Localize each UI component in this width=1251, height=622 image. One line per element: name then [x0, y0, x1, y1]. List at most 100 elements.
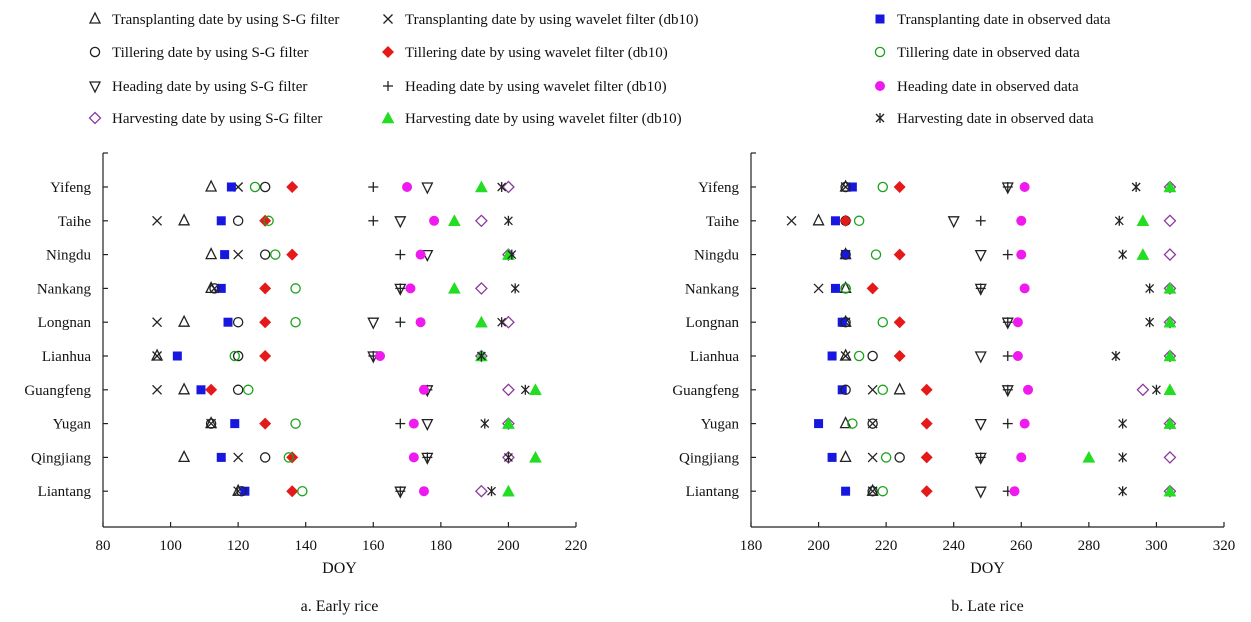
point-wv-heading-qingjiang — [422, 452, 433, 463]
y-tick-label-nankang: Nankang — [685, 281, 740, 297]
point-obs-tiller-taihe — [263, 215, 274, 227]
y-tick-label-liantang: Liantang — [38, 484, 92, 500]
y-tick-label-ningdu: Ningdu — [694, 248, 740, 264]
y-tick-label-yugan: Yugan — [701, 417, 740, 433]
point-wv-heading-nankang — [975, 283, 986, 294]
y-tick-label-yifeng: Yifeng — [698, 180, 739, 196]
legend-marker-obs-harvest — [875, 113, 885, 123]
point-obs-harvest-yugan — [480, 418, 490, 429]
point-wv-tiller-qingjiang — [920, 451, 933, 464]
point-obs-transplant-yugan — [230, 419, 240, 429]
legend-marker-obs-heading — [875, 81, 885, 91]
point-sg-harvest-qingjiang — [1163, 450, 1177, 464]
point-wv-heading-liantang — [395, 486, 406, 497]
legend-marker-wv-tiller — [382, 46, 394, 58]
series-wv-tiller — [839, 181, 933, 498]
point-sg-harvest-qingjiang — [502, 450, 515, 464]
point-wv-heading-yugan — [395, 418, 406, 429]
legend-marker-obs-tiller — [874, 46, 886, 58]
legend-item-sg-harvest: Harvesting date by using S-G filter — [88, 111, 322, 127]
point-wv-tiller-yugan — [920, 417, 933, 430]
point-sg-harvest-guangfeng — [502, 383, 515, 397]
point-wv-transplant-guangfeng — [867, 384, 878, 395]
point-wv-transplant-lianhua — [152, 351, 163, 361]
point-wv-harvest-yugan — [1163, 417, 1177, 429]
point-sg-transplant-guangfeng — [178, 382, 191, 395]
point-obs-tiller-nankang — [840, 283, 851, 294]
point-wv-tiller-longnan — [259, 316, 272, 329]
point-sg-heading-liantang — [974, 486, 987, 499]
legend-marker-sg-transplant — [88, 11, 102, 24]
point-wv-transplant-qingjiang — [233, 452, 244, 463]
point-obs-harvest-yugan — [1118, 418, 1128, 429]
point-obs-harvest-nankang — [510, 283, 520, 294]
point-obs-heading-yugan — [1019, 418, 1030, 429]
series-sg-tiller — [205, 181, 271, 497]
legend-label-wv-transplant: Transplanting date by using wavelet filt… — [405, 12, 699, 28]
x-tick-label-220: 220 — [875, 538, 898, 554]
y-tick-label-taihe: Taihe — [58, 214, 91, 230]
point-obs-tiller-longnan — [290, 316, 301, 328]
legend-item-wv-transplant: Transplanting date by using wavelet filt… — [383, 12, 699, 28]
point-obs-transplant-longnan — [223, 317, 233, 327]
point-sg-harvest-guangfeng — [1136, 383, 1150, 397]
point-wv-transplant-guangfeng — [152, 384, 163, 395]
point-obs-harvest-taihe — [1114, 215, 1124, 226]
series-obs-tiller — [840, 181, 892, 497]
point-wv-heading-longnan — [1002, 317, 1013, 328]
legend-label-wv-harvest: Harvesting date by using wavelet filter … — [405, 111, 682, 127]
point-sg-harvest-longnan — [502, 315, 515, 329]
series-obs-heading — [375, 182, 440, 497]
point-wv-tiller-qingjiang — [286, 451, 299, 464]
point-wv-transplant-taihe — [786, 215, 797, 226]
y-tick-label-qingjiang: Qingjiang — [31, 450, 91, 466]
point-wv-transplant-nankang — [813, 283, 824, 294]
legend-label-obs-heading: Heading date in observed data — [897, 79, 1079, 95]
point-obs-harvest-guangfeng — [1151, 384, 1161, 395]
x-tick-label-100: 100 — [159, 538, 182, 554]
point-wv-harvest-ningdu — [1136, 248, 1150, 260]
point-obs-tiller-lianhua — [853, 350, 865, 362]
y-tick-label-ningdu: Ningdu — [46, 248, 92, 264]
legend-marker-obs-transplant — [875, 14, 885, 24]
x-tick-label-120: 120 — [227, 538, 250, 554]
legend-marker-wv-transplant — [383, 14, 393, 24]
point-obs-harvest-longnan — [1145, 317, 1155, 328]
point-sg-tiller-qingjiang — [259, 452, 271, 463]
legend-label-obs-harvest: Harvesting date in observed data — [897, 111, 1094, 127]
legend-item-wv-harvest: Harvesting date by using wavelet filter … — [381, 111, 682, 127]
point-obs-heading-nankang — [405, 283, 416, 294]
x-tick-label-320: 320 — [1213, 538, 1236, 554]
x-tick-label-220: 220 — [565, 538, 588, 554]
legend-item-obs-transplant: Transplanting date in observed data — [875, 12, 1111, 28]
point-sg-tiller-lianhua — [232, 350, 244, 362]
point-obs-tiller-guangfeng — [243, 384, 254, 396]
point-sg-tiller-nankang — [209, 283, 220, 294]
point-wv-heading-yugan — [1002, 418, 1013, 429]
point-obs-heading-yifeng — [402, 182, 413, 192]
series-sg-tiller — [840, 181, 905, 497]
point-obs-heading-ningdu — [415, 249, 426, 260]
point-obs-transplant-ningdu — [220, 250, 230, 260]
legend-label-sg-tiller: Tillering date by using S-G filter — [112, 45, 309, 61]
y-tick-label-yugan: Yugan — [53, 417, 92, 433]
point-sg-harvest-taihe — [474, 214, 488, 228]
point-obs-harvest-ningdu — [1118, 249, 1128, 260]
point-wv-transplant-ningdu — [233, 249, 244, 260]
x-tick-label-280: 280 — [1078, 538, 1101, 554]
point-wv-harvest-yugan — [502, 417, 515, 429]
series-obs-harvest — [476, 182, 530, 497]
point-sg-transplant-ningdu — [205, 247, 218, 260]
point-sg-harvest-ningdu — [1163, 248, 1177, 262]
point-sg-transplant-qingjiang — [839, 449, 852, 463]
point-obs-tiller-yugan — [847, 418, 858, 429]
point-wv-heading-yifeng — [368, 182, 379, 192]
y-tick-label-nankang: Nankang — [37, 281, 92, 297]
point-obs-transplant-longnan — [837, 317, 847, 327]
point-wv-tiller-liantang — [286, 485, 299, 498]
point-sg-heading-longnan — [367, 317, 380, 330]
legend-label-sg-heading: Heading date by using S-G filter — [112, 79, 307, 95]
x-tick-label-240: 240 — [942, 538, 965, 554]
point-sg-harvest-lianhua — [474, 349, 488, 363]
